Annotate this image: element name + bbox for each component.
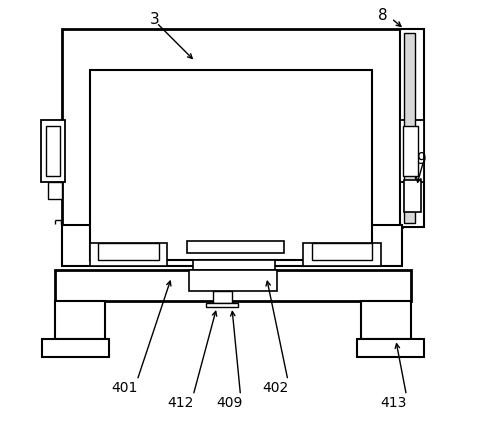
Bar	[42, 340, 109, 357]
Text: 402: 402	[262, 380, 288, 394]
Bar	[361, 301, 411, 340]
Bar	[41, 120, 65, 183]
Bar	[404, 127, 417, 176]
Bar	[62, 30, 402, 228]
Bar	[357, 340, 424, 357]
Bar	[400, 120, 424, 183]
Text: 9: 9	[416, 152, 426, 166]
Bar	[187, 242, 284, 254]
Bar	[303, 243, 380, 267]
Bar	[62, 226, 402, 267]
Bar	[206, 303, 239, 307]
Bar	[48, 183, 62, 200]
Text: 413: 413	[380, 395, 407, 409]
Bar	[212, 292, 232, 303]
Bar	[46, 127, 60, 176]
Text: 401: 401	[111, 380, 137, 394]
Bar	[400, 30, 424, 228]
Text: 412: 412	[167, 395, 193, 409]
Bar	[404, 181, 421, 213]
Bar	[193, 261, 275, 270]
Text: 3: 3	[150, 12, 159, 27]
Text: 8: 8	[378, 8, 388, 22]
Bar	[189, 270, 277, 292]
Bar	[90, 243, 167, 267]
Text: 409: 409	[216, 395, 243, 409]
Bar	[55, 270, 411, 301]
Bar	[404, 34, 415, 224]
Bar	[90, 71, 372, 260]
Bar	[98, 243, 159, 260]
Bar	[55, 301, 105, 340]
Bar	[312, 243, 372, 260]
